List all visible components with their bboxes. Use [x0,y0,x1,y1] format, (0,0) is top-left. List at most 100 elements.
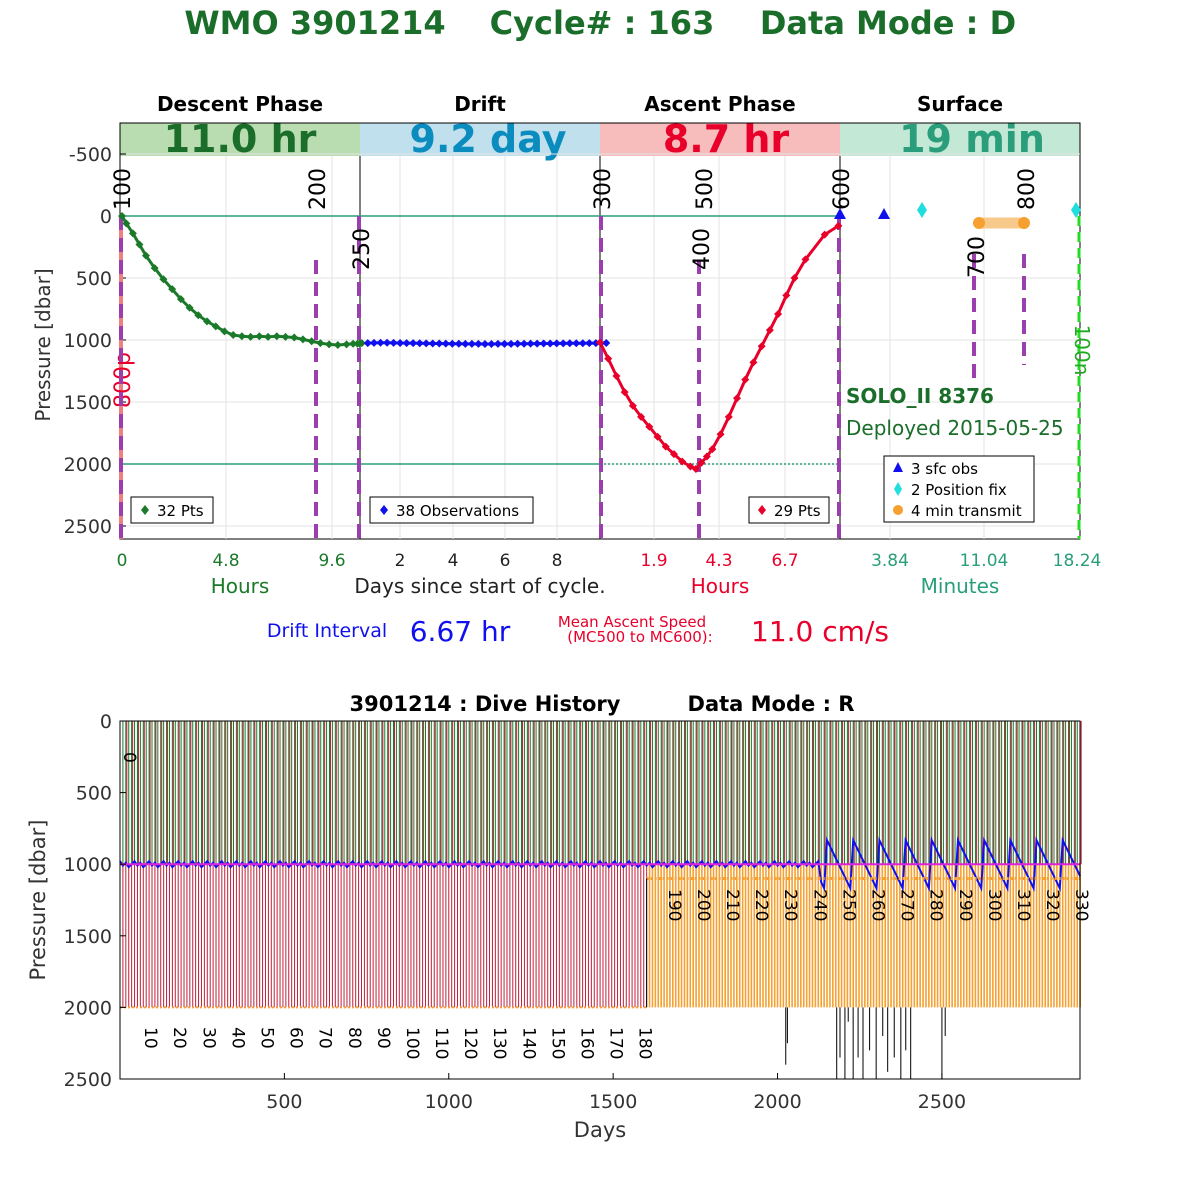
drift-point [363,339,372,348]
phase-name-drift: Drift [454,92,506,116]
x-tick-drift: 6 [500,551,511,571]
bottom-y-ticks: 0 500 1000 1500 2000 2500 [64,711,126,1091]
ascent-speed-value: 11.0 cm/s [751,615,889,648]
descent-point [159,275,168,284]
x-tick-drift: 4 [448,551,459,571]
descent-point [349,339,358,348]
x-tick-surface: 11.04 [960,551,1009,571]
cycle-label: 50 [256,1027,276,1049]
cycle-label: 310 [1013,889,1033,921]
cycle-label: 200 [693,889,713,921]
drift-point [435,339,444,348]
cycle-labels: 10 20 30 40 50 60 70 80 90 100 110 120 130 140 150 160 1… [140,889,1091,1059]
cycle-label: 130 [489,1027,509,1059]
drift-interval-label: Drift Interval [267,620,387,642]
drift-point [448,339,457,348]
top-y-axis-label: Pressure [dbar] [31,268,55,421]
x-label-ascent: Hours [691,574,750,598]
ascent-point [620,388,629,397]
descent-point [237,332,246,341]
ascent-point [741,375,750,384]
legend-sfc-obs-label: 3 sfc obs [911,460,978,478]
bottom-y-tick-label: 500 [76,783,112,805]
bottom-y-tick-label: 2000 [64,997,112,1019]
descent-point [135,240,144,249]
dive-history-bars [119,721,1082,1079]
descent-point [272,332,281,341]
ascent-point [697,458,706,467]
descent-point [316,339,325,348]
legend-drift-marker [380,505,388,515]
cycle-label: 290 [955,889,975,921]
descent-line [120,215,363,347]
y-tick-label: 1000 [64,330,112,352]
cycle-label: 10 [140,1027,160,1049]
cycle-label: 70 [315,1027,335,1049]
cycle-label: 160 [577,1027,597,1059]
drift-point [526,339,535,348]
legend-transmit-label: 4 min transmit [911,502,1022,520]
bottom-plot-frame [119,720,1081,1080]
title-mode: Data Mode : D [760,4,1016,42]
ascent-point [628,401,637,410]
bottom-title-mode: Data Mode : R [688,692,855,716]
drift-point [578,339,587,348]
cycle-label: 180 [635,1027,655,1059]
cycle-label: 40 [227,1027,247,1049]
descent-point [176,295,185,304]
cycle-label: 170 [606,1027,626,1059]
legend-transmit-marker [893,505,903,515]
drift-point [409,339,418,348]
mission-label-600: 600 [830,168,855,210]
y-tick-label: 1500 [64,392,112,414]
ascent-point [708,445,717,454]
mission-label-500: 500 [693,168,718,210]
drift-point [513,339,522,348]
transmit-point-start [973,217,985,229]
sfc-obs-point-2 [878,208,890,219]
y-tick-label: 2000 [64,454,112,476]
x-tick-surface: 3.84 [871,551,909,571]
mission-label-200: 200 [306,168,331,210]
drift-point [572,339,581,348]
top-y-ticks: -500 0 500 1000 1500 2000 2500 [64,144,126,538]
transmit-point-end [1018,217,1030,229]
cycle-label: 30 [198,1027,218,1049]
ascent-point [637,412,646,421]
drift-interval-value: 6.67 hr [410,615,511,648]
cycle-label: 280 [926,889,946,921]
bottom-y-axis-label: Pressure [dbar] [26,820,50,981]
bottom-y-tick-label: 1000 [64,854,112,876]
x-ticks-descent: 0 4.8 9.6 [117,551,346,571]
bottom-x-tick-label: 1000 [425,1091,473,1113]
drift-point [415,339,424,348]
stats-row: Drift Interval 6.67 hr Mean Ascent Speed… [267,613,889,648]
mission-label-800: 800 [1015,168,1040,210]
drift-point [552,339,561,348]
cycle-label: 320 [1042,889,1062,921]
bottom-y-tick-label: 0 [100,711,112,733]
descent-point [122,219,131,228]
deployed-date: Deployed 2015-05-25 [846,416,1064,440]
bottom-x-tick-label: 1500 [589,1091,637,1113]
sfc-obs-point-1 [834,208,846,219]
bottom-plot: 3901214 : Dive History Data Mode : R 0 50… [26,692,1091,1142]
ascent-speed-label-2: (MC500 to MC600): [567,628,712,646]
phase-name-ascent: Ascent Phase [644,92,795,116]
legend-position-fix-marker [894,482,902,496]
drift-history-line [119,836,1082,893]
ascent-point [702,452,711,461]
ascent-point [765,326,774,335]
position-fix-point-2 [1071,202,1081,218]
descent-point [168,285,177,294]
x-tick-surface: 18.24 [1053,551,1102,571]
drift-point [585,339,594,348]
ascent-point [801,255,810,264]
descent-point [128,229,137,238]
series-descent [118,212,366,349]
descent-point [229,331,238,340]
cycle-label: 90 [373,1027,393,1049]
drift-point [376,338,385,347]
